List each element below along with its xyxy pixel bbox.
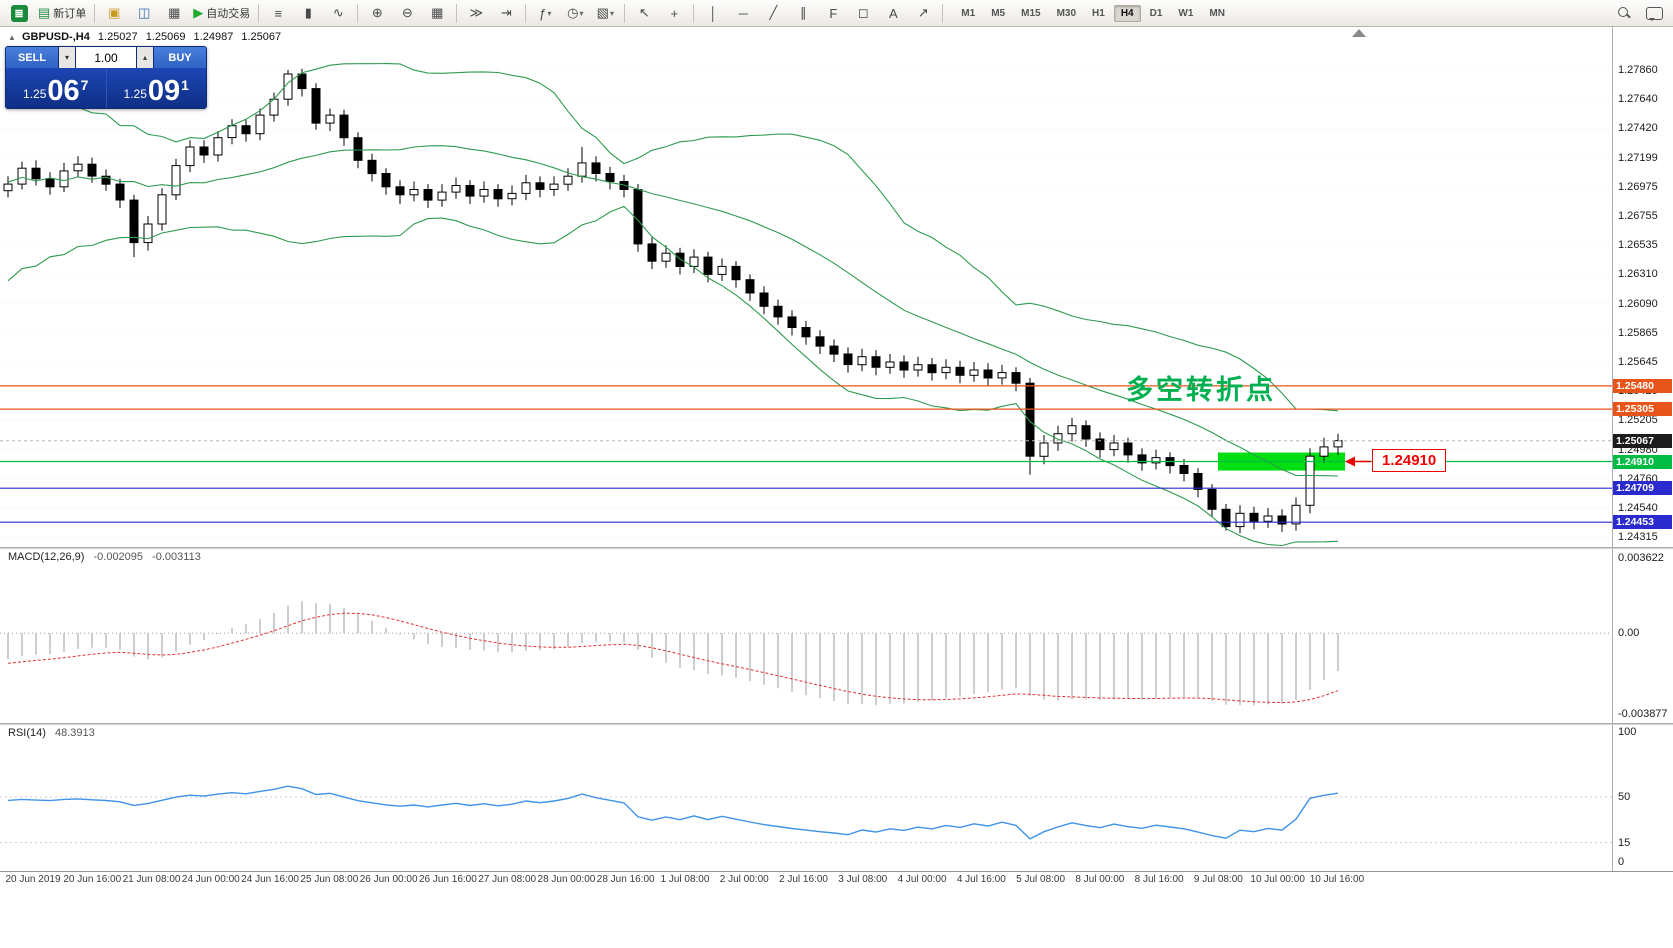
- market-watch-icon[interactable]: ▣: [108, 5, 121, 20]
- time-axis[interactable]: [0, 871, 1673, 872]
- timeframe-button-m15[interactable]: M15: [1021, 7, 1041, 19]
- timeframe-button-h1[interactable]: H1: [1092, 7, 1105, 19]
- new-order-button[interactable]: ▤ 新订单: [38, 5, 87, 20]
- channel-icon[interactable]: ∥: [800, 5, 807, 20]
- rsi-title: RSI(14) 48.3913: [8, 727, 95, 739]
- ohlc-open: 1.25027: [97, 31, 138, 43]
- indicators-button[interactable]: ƒ ▾: [539, 5, 552, 21]
- timeframe-button-m5[interactable]: M5: [991, 7, 1006, 19]
- symbol-marker-icon: ▲: [8, 33, 16, 42]
- ask-price[interactable]: 1.25 09 1: [123, 75, 189, 107]
- chart-shift-icon[interactable]: ⇥: [500, 5, 512, 20]
- volume-input[interactable]: [76, 47, 136, 68]
- search-icon[interactable]: [1609, 1, 1639, 25]
- timeframe-group: M1 M5 M15 M30 H1 H4 D1 W1 MN: [953, 4, 1233, 22]
- horizontal-line-icon[interactable]: ─: [738, 5, 748, 21]
- chart-header: ▲ GBPUSD-,H4 1.25027 1.25069 1.24987 1.2…: [8, 31, 281, 43]
- timeframe-button-h4[interactable]: H4: [1113, 4, 1141, 22]
- timeframe-button-mn[interactable]: MN: [1209, 7, 1225, 19]
- volume-down-stepper[interactable]: ▾: [58, 47, 76, 68]
- templates-button[interactable]: ▧ ▾: [596, 5, 614, 20]
- chart-shift-marker: [1352, 29, 1366, 37]
- ohlc-low: 1.24987: [193, 31, 234, 43]
- periods-button[interactable]: ◷ ▾: [567, 5, 584, 20]
- grid-icon[interactable]: ▦: [431, 5, 444, 20]
- cursor-icon[interactable]: ↖: [638, 5, 650, 20]
- autotrading-button[interactable]: ▶ 自动交易: [193, 5, 251, 20]
- macd-title: MACD(12,26,9) -0.002095 -0.003113: [8, 551, 201, 563]
- rsi-panel-splitter[interactable]: [0, 723, 1673, 725]
- buy-button[interactable]: BUY: [154, 47, 206, 68]
- turning-point-annotation[interactable]: 多空转折点: [1126, 375, 1276, 405]
- price-axis[interactable]: [1612, 27, 1613, 871]
- candlestick-chart-icon[interactable]: ▮: [304, 5, 312, 20]
- timeframe-button-w1[interactable]: W1: [1178, 7, 1194, 19]
- macd-panel-splitter[interactable]: [0, 547, 1673, 549]
- bar-chart-icon[interactable]: ≡: [274, 5, 283, 21]
- macd-value-main: -0.002095: [93, 551, 144, 563]
- arrows-icon[interactable]: ↗: [917, 5, 929, 20]
- volume-up-stepper[interactable]: ▴: [136, 47, 154, 68]
- autotrading-play-icon: ▶: [193, 5, 204, 20]
- shapes-icon[interactable]: ◻: [857, 5, 869, 20]
- one-click-trading-widget: SELL ▾ ▴ BUY 1.25 06 7 1.25 09 1: [5, 46, 207, 109]
- sell-button[interactable]: SELL: [6, 47, 58, 68]
- vertical-line-icon[interactable]: │: [709, 5, 718, 21]
- timeframe-button-d1[interactable]: D1: [1149, 7, 1163, 19]
- macd-value-signal: -0.003113: [152, 551, 201, 563]
- zoom-out-icon[interactable]: ⊖: [401, 5, 413, 20]
- terminal-icon[interactable]: ▦: [168, 5, 181, 20]
- navigator-icon[interactable]: ◫: [138, 5, 151, 20]
- crosshair-icon[interactable]: +: [670, 5, 679, 21]
- ohlc-close: 1.25067: [241, 31, 282, 43]
- zoom-in-icon[interactable]: ⊕: [371, 5, 383, 20]
- rsi-value: 48.3913: [54, 727, 95, 739]
- fibonacci-icon[interactable]: F: [829, 5, 838, 21]
- price-level-label[interactable]: 1.24910: [1372, 449, 1447, 472]
- new-order-icon: ▤: [38, 5, 51, 20]
- ohlc-high: 1.25069: [145, 31, 186, 43]
- chat-icon[interactable]: [1639, 1, 1669, 25]
- timeframe-button-m30[interactable]: M30: [1056, 7, 1077, 19]
- trendline-icon[interactable]: ╱: [769, 5, 778, 20]
- symbol-title: GBPUSD-,H4: [21, 31, 90, 43]
- auto-scroll-icon[interactable]: ≫: [469, 5, 484, 20]
- bid-price[interactable]: 1.25 06 7: [23, 75, 89, 107]
- line-chart-icon[interactable]: ∿: [332, 5, 344, 20]
- app-icon: ≣: [4, 1, 34, 25]
- text-icon[interactable]: A: [888, 5, 898, 21]
- main-toolbar: ≣ ▤ 新订单 ▣ ◫ ▦ ▶ 自动交易 ≡ ▮ ∿ ⊕ ⊖ ▦ ≫ ⇥ ƒ ▾ …: [0, 0, 1673, 27]
- timeframe-button-m1[interactable]: M1: [961, 7, 976, 19]
